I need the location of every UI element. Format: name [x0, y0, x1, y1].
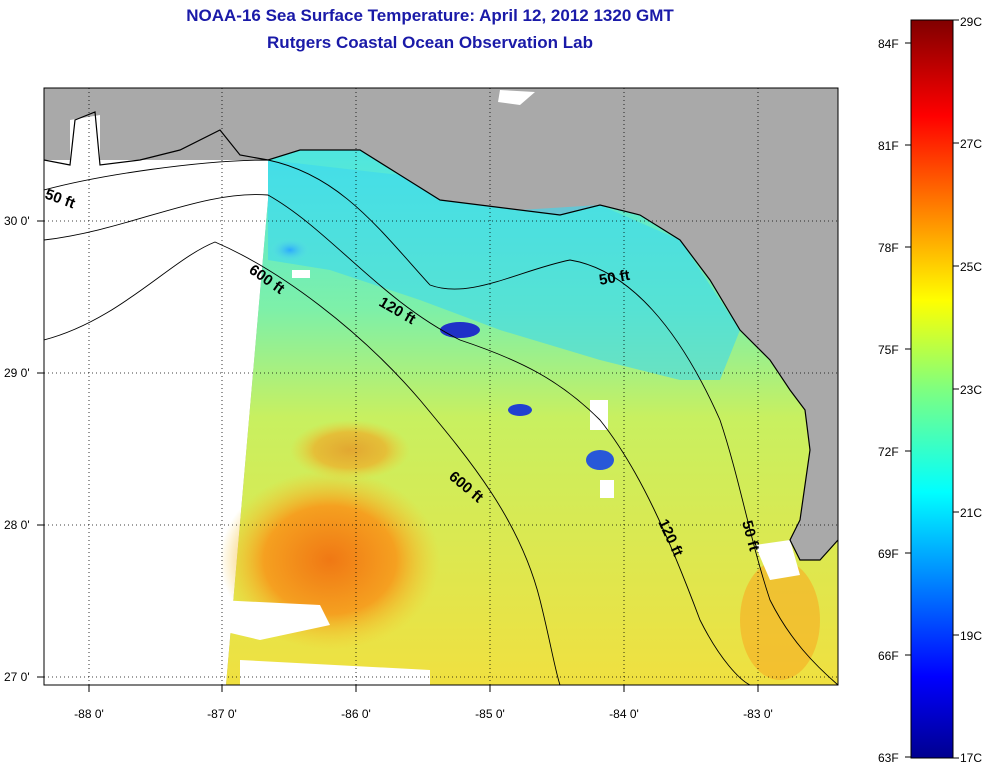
lon-tick-label: -84 0' — [609, 707, 639, 721]
lat-tick-label: 28 0' — [4, 518, 30, 532]
colorbar-f-label: 75F — [878, 343, 899, 357]
colorbar-f-label: 81F — [878, 139, 899, 153]
cool-nearshore-band — [268, 160, 740, 380]
cool-spot — [270, 238, 310, 262]
cloud-gap — [600, 480, 614, 498]
lon-tick-label: -85 0' — [475, 707, 505, 721]
cloud-gap — [755, 540, 800, 580]
lon-tick-label: -87 0' — [207, 707, 237, 721]
lake-no-data — [498, 90, 535, 105]
contour-600ft — [44, 241, 561, 685]
cold-spot — [508, 404, 532, 416]
cold-spot — [440, 322, 480, 338]
cold-spot — [586, 450, 614, 470]
lon-tick-label: -86 0' — [341, 707, 371, 721]
lat-tick-label: 29 0' — [4, 366, 30, 380]
axis-ticks — [37, 220, 759, 692]
bay-no-data — [70, 115, 100, 165]
contour-50ft — [44, 159, 838, 685]
lon-tick-label: -83 0' — [743, 707, 773, 721]
coastline — [44, 111, 838, 561]
colorbar-c-label: 27C — [960, 137, 982, 151]
contour-label: 50 ft — [598, 267, 631, 289]
colorbar — [910, 19, 954, 759]
cloud-gap — [292, 270, 310, 278]
warm-coastal-patch — [740, 560, 820, 680]
colorbar-f-label: 69F — [878, 547, 899, 561]
graticule — [44, 88, 838, 685]
lat-tick-label: 27 0' — [4, 670, 30, 684]
colorbar-c-label: 25C — [960, 260, 982, 274]
colorbar-f-label: 66F — [878, 649, 899, 663]
no-data-region — [44, 160, 268, 685]
cloud-gap — [218, 600, 330, 640]
colorbar-f-label: 84F — [878, 37, 899, 51]
map-title: NOAA-16 Sea Surface Temperature: April 1… — [186, 6, 674, 25]
colorbar-c-label: 19C — [960, 629, 982, 643]
colorbar-c-label: 23C — [960, 383, 982, 397]
colorbar-f-label: 78F — [878, 241, 899, 255]
warm-patch — [290, 420, 410, 480]
colorbar-f-label: 63F — [878, 751, 899, 765]
colorbar-c-label: 29C — [960, 15, 982, 29]
colorbar-c-label: 17C — [960, 751, 982, 765]
colorbar-f-label: 72F — [878, 445, 899, 459]
colorbar-ticks — [905, 19, 959, 759]
map-subtitle: Rutgers Coastal Ocean Observation Lab — [267, 33, 593, 52]
colorbar-c-label: 21C — [960, 506, 982, 520]
map-frame — [43, 87, 839, 686]
cloud-gap — [590, 400, 608, 430]
cloud-gap — [240, 660, 430, 685]
lon-tick-label: -88 0' — [74, 707, 104, 721]
contour-120ft — [44, 194, 751, 685]
lat-tick-label: 30 0' — [4, 214, 30, 228]
